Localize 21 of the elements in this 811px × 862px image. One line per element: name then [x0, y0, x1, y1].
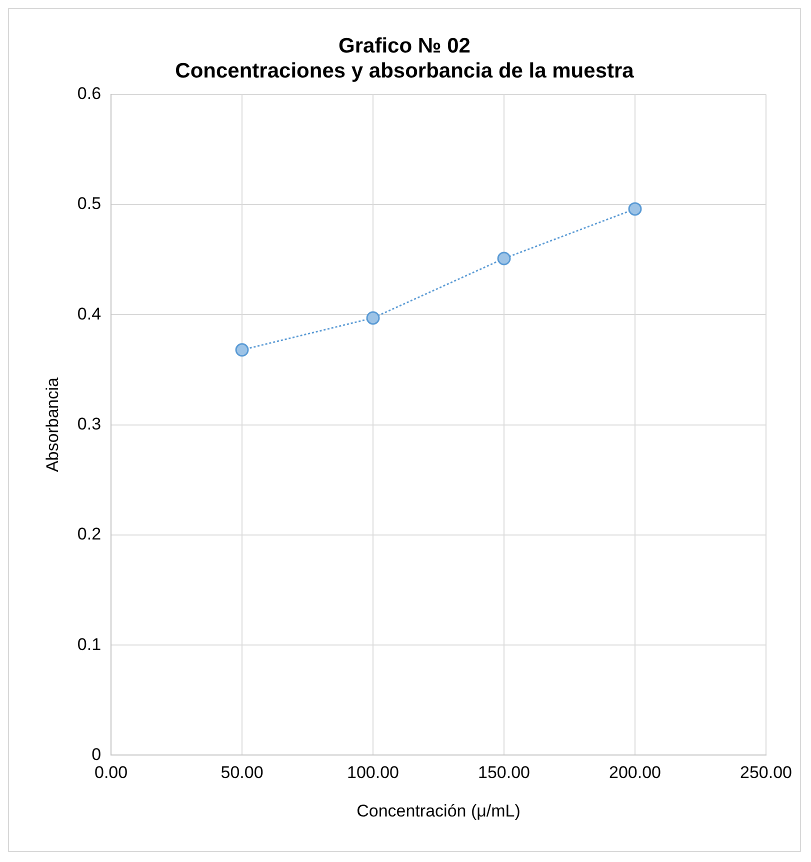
y-tick-label: 0.3 [77, 414, 102, 434]
x-tick-label: 100.00 [347, 763, 400, 782]
x-tick-label: 250.00 [740, 763, 792, 782]
y-tick-label: 0 [92, 744, 102, 764]
point [497, 252, 511, 266]
y-tick-label: 0.2 [77, 524, 102, 544]
point [235, 343, 249, 357]
x-tick-label: 200.00 [609, 763, 662, 782]
x-tick-label: 50.00 [220, 763, 264, 782]
y-tick-label: 0.4 [77, 304, 102, 324]
x-tick-label: 0.00 [94, 763, 128, 782]
x-axis-title: Concentración (μ/mL) [356, 801, 520, 820]
y-tick-label: 0.1 [77, 634, 102, 654]
y-axis-title: Absorbancia [42, 377, 62, 472]
point [366, 311, 380, 325]
point [628, 202, 642, 216]
x-tick-label: 150.00 [478, 763, 530, 782]
text: Concentraciones y absorbancia de la muestra [175, 60, 634, 83]
y-tick-label: 0.5 [77, 194, 102, 214]
y-tick-label: 0.6 [77, 84, 102, 104]
text: Grafico № 02 [338, 34, 470, 58]
